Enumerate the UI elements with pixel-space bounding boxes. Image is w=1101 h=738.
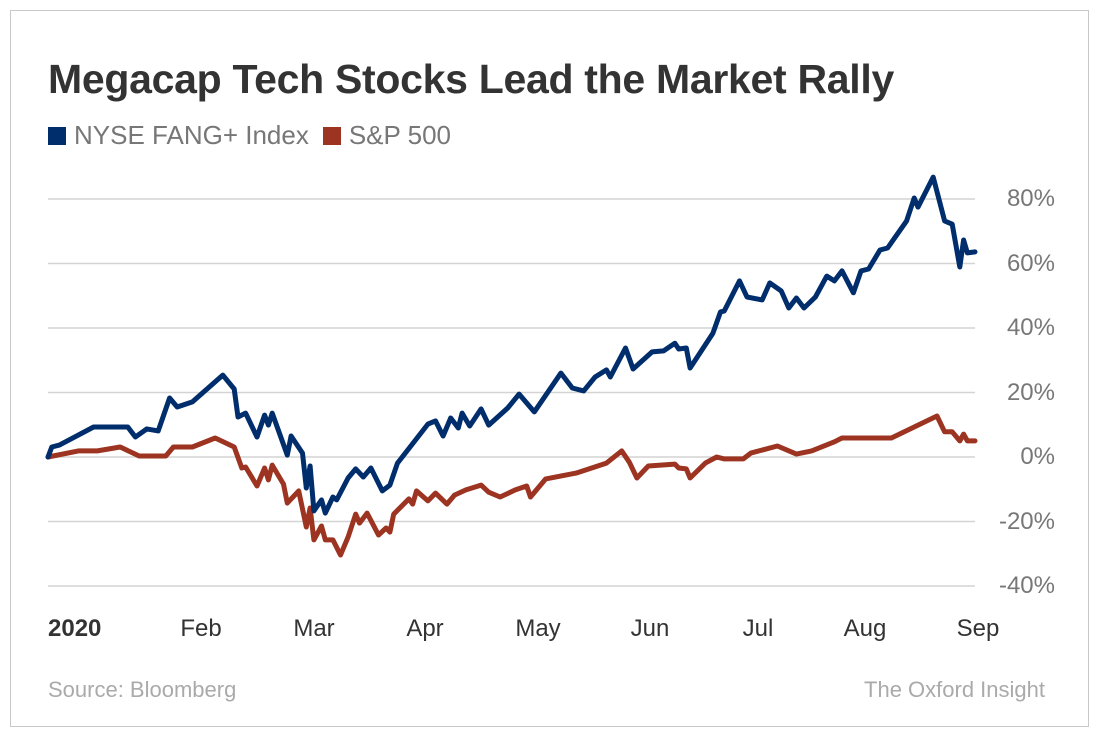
legend-item-fang: NYSE FANG+ Index [48, 120, 309, 151]
brand-note: The Oxford Insight [864, 677, 1045, 702]
legend-label-fang: NYSE FANG+ Index [74, 120, 309, 150]
y-tick-label: -20% [998, 507, 1055, 535]
y-tick-label: 0% [1020, 443, 1055, 470]
series-line-sp500 [45, 413, 978, 558]
y-tick-label: 40% [1006, 314, 1055, 341]
legend-swatch-sp500 [322, 126, 341, 145]
legend-swatch-fang [48, 126, 66, 145]
legend-item-sp500: S&P 500 [322, 120, 451, 151]
chart-title: Megacap Tech Stocks Lead the Market Rall… [48, 56, 894, 102]
y-tick-label: 80% [1006, 185, 1055, 212]
x-tick-label: Feb [180, 615, 222, 642]
y-tick-label: 60% [1006, 249, 1055, 277]
legend: NYSE FANG+ Index S&P 500 [48, 120, 465, 151]
x-tick-label: Jun [630, 615, 670, 642]
x-tick-label: Jul [742, 615, 774, 642]
y-tick-label: -40% [998, 572, 1055, 599]
y-tick-label: 20% [1006, 378, 1055, 406]
x-tick-label: Mar [293, 615, 335, 642]
x-tick-label: Apr [406, 615, 444, 642]
source-note: Source: Bloomberg [48, 677, 237, 702]
x-tick-label: May [515, 615, 561, 642]
x-tick-label: 2020 [48, 615, 102, 642]
legend-label-sp500: S&P 500 [348, 120, 451, 150]
chart-frame [10, 10, 1089, 727]
series-line-fang [45, 174, 978, 516]
x-tick-label: Aug [843, 615, 887, 642]
x-tick-label: Sep [956, 615, 1000, 642]
